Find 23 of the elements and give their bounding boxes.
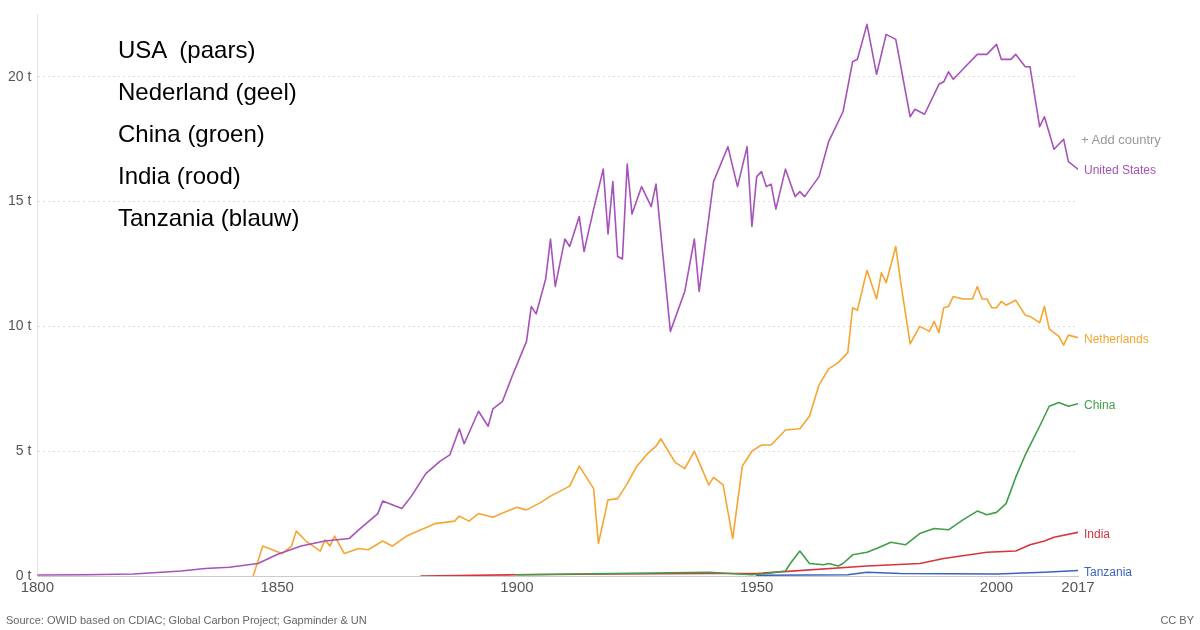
x-tick-label: 1950 (740, 578, 774, 596)
y-tick-label: 0 t (15, 566, 32, 583)
x-tick-label: 2000 (979, 578, 1014, 596)
text: + Add country (1081, 132, 1161, 147)
annotation: Tanzania (blauw) (118, 204, 300, 232)
y-tick-label: 10 t (7, 317, 32, 334)
annotation: USA (paars) (118, 36, 256, 64)
y-tick-label: 20 t (7, 67, 32, 84)
series-label: United States (1084, 163, 1157, 178)
annotation: Nederland (geel) (118, 78, 297, 106)
series-label: China (1084, 398, 1116, 413)
x-tick-label: 1850 (260, 578, 294, 596)
x-tick-label: 1900 (500, 578, 534, 596)
x-tick-label: 2017 (1061, 578, 1095, 596)
series-label: India (1084, 526, 1111, 541)
series-label: Tanzania (1084, 564, 1133, 579)
annotation: India (rood) (118, 162, 241, 190)
source-note: Source: OWID based on CDIAC; Global Carbon Project; Gapminder & UN (6, 614, 367, 626)
y-tick-label: 15 t (7, 192, 32, 209)
y-tick-label: 5 t (15, 442, 32, 459)
text: CC BY (1160, 614, 1194, 626)
series-label: Netherlands (1084, 331, 1149, 346)
annotation: China (groen) (118, 120, 265, 148)
